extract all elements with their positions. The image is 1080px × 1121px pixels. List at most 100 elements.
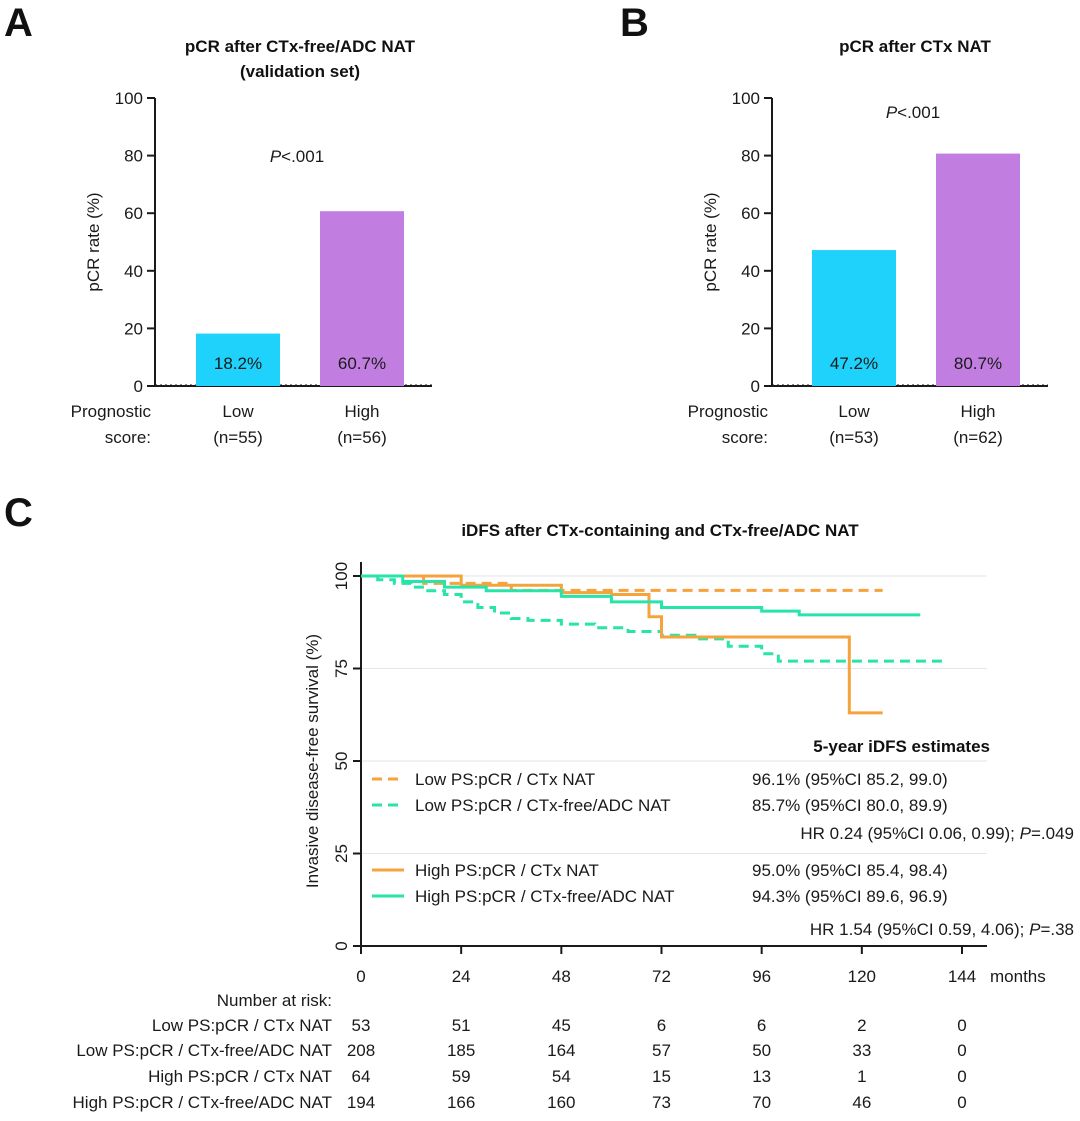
risk-table-cell: 6 (657, 1016, 666, 1035)
category-label: High (345, 402, 380, 421)
hr-p-rest: =.38 (1040, 920, 1074, 939)
bar-value-label: 60.7% (338, 354, 386, 373)
hr-p-italic: P (1029, 920, 1041, 939)
risk-table-cell: 194 (347, 1093, 375, 1112)
risk-table-cell: 166 (447, 1093, 475, 1112)
p-value-rest: <.001 (281, 147, 324, 166)
y-tick-label: 100 (732, 89, 760, 108)
hr-text: HR 1.54 (95%CI 0.59, 4.06); (810, 920, 1029, 939)
y-tick-label: 80 (741, 147, 760, 166)
panel-letter-b: B (620, 1, 649, 45)
risk-table-cell: 51 (452, 1016, 471, 1035)
legend-estimate: 85.7% (95%CI 80.0, 89.9) (752, 796, 948, 815)
y-tick-label: 0 (332, 941, 351, 950)
y-tick-label: 60 (124, 204, 143, 223)
estimates-title: 5-year iDFS estimates (813, 737, 990, 756)
p-value: P<.001 (270, 147, 324, 166)
risk-table-cell: 59 (452, 1067, 471, 1086)
bar-value-label: 47.2% (830, 354, 878, 373)
panel-c-title: iDFS after CTx-containing and CTx-free/A… (461, 521, 859, 540)
y-tick-label: 100 (332, 562, 351, 590)
risk-table-cell: 13 (752, 1067, 771, 1086)
risk-table-cell: 53 (352, 1016, 371, 1035)
hr-p-rest: =.049 (1031, 824, 1074, 843)
y-tick-label: 100 (115, 89, 143, 108)
p-value-italic: P (886, 103, 898, 122)
y-tick-label: 40 (124, 262, 143, 281)
km-curve-4 (361, 574, 921, 617)
p-value: P<.001 (886, 103, 940, 122)
panel-a-subtitle: (validation set) (240, 62, 360, 81)
x-tick-label: 48 (552, 967, 571, 986)
risk-table-row-label: Low PS:pCR / CTx-free/ADC NAT (76, 1041, 332, 1060)
legend-label: High PS:pCR / CTx NAT (415, 861, 599, 880)
risk-table-cell: 15 (652, 1067, 671, 1086)
risk-table-cell: 57 (652, 1041, 671, 1060)
bar-low (196, 333, 280, 386)
panel-letter-c: C (4, 491, 33, 535)
hazard-ratio: HR 1.54 (95%CI 0.59, 4.06); P=.38 (810, 920, 1074, 939)
y-tick-label: 40 (741, 262, 760, 281)
risk-table-cell: 50 (752, 1041, 771, 1060)
risk-table-cell: 185 (447, 1041, 475, 1060)
risk-table-cell: 64 (352, 1067, 371, 1086)
legend-estimate: 95.0% (95%CI 85.4, 98.4) (752, 861, 948, 880)
hr-p-italic: P (1020, 824, 1032, 843)
panel-b-bar-chart: 0 20 40 60 80 100 pCR rate (%) 47.2% Low (n=53) 80… (688, 89, 1048, 447)
legend-label: Low PS:pCR / CTx NAT (415, 770, 595, 789)
km-curve-1 (361, 574, 883, 592)
category-label: High (961, 402, 996, 421)
risk-table-row-label: High PS:pCR / CTx NAT (148, 1067, 332, 1086)
panel-letter-a: A (4, 1, 33, 45)
category-label: Low (222, 402, 254, 421)
bar-value-label: 80.7% (954, 354, 1002, 373)
risk-table-cell: 33 (852, 1041, 871, 1060)
risk-table-cell: 73 (652, 1093, 671, 1112)
y-tick-label: 75 (332, 659, 351, 678)
legend-estimate: 94.3% (95%CI 89.6, 96.9) (752, 887, 948, 906)
y-tick-label: 20 (124, 319, 143, 338)
y-axis-label: pCR rate (%) (84, 192, 103, 291)
legend-estimate: 96.1% (95%CI 85.2, 99.0) (752, 770, 948, 789)
risk-table-cell: 164 (547, 1041, 575, 1060)
risk-table-cell: 1 (857, 1067, 866, 1086)
p-value-italic: P (270, 147, 282, 166)
risk-table-cell: 45 (552, 1016, 571, 1035)
risk-table-cell: 54 (552, 1067, 571, 1086)
risk-table-row-label: Low PS:pCR / CTx NAT (152, 1016, 332, 1035)
y-axis-label: Invasive disease-free survival (%) (303, 634, 322, 888)
y-axis-label: pCR rate (%) (701, 192, 720, 291)
x-tick-label: 120 (848, 967, 876, 986)
risk-table-row-label: High PS:pCR / CTx-free/ADC NAT (73, 1093, 332, 1112)
panel-a-bar-chart: 0 20 40 60 80 100 pCR rate (%) 18.2% Low (n=55) 60… (71, 89, 432, 447)
legend-label: Low PS:pCR / CTx-free/ADC NAT (415, 796, 671, 815)
x-tick-label: 0 (356, 967, 365, 986)
panel-a-title: pCR after CTx-free/ADC NAT (185, 37, 416, 56)
y-tick-label: 50 (332, 752, 351, 771)
p-value-rest: <.001 (897, 103, 940, 122)
x-tick-label: 72 (652, 967, 671, 986)
x-tick-label: 144 (948, 967, 976, 986)
risk-table-cell: 0 (957, 1041, 966, 1060)
risk-table-cell: 6 (757, 1016, 766, 1035)
x-tick-label: 24 (452, 967, 471, 986)
hazard-ratio: HR 0.24 (95%CI 0.06, 0.99); P=.049 (800, 824, 1074, 843)
legend-label: High PS:pCR / CTx-free/ADC NAT (415, 887, 674, 906)
km-curve-3 (361, 574, 883, 715)
category-n-label: (n=55) (213, 428, 263, 447)
risk-table-cell: 0 (957, 1016, 966, 1035)
bar-high (936, 153, 1020, 386)
bar-value-label: 18.2% (214, 354, 262, 373)
x-axis-label: months (990, 967, 1046, 986)
x-axis-label: score: (722, 428, 768, 447)
category-n-label: (n=53) (829, 428, 879, 447)
risk-table-cell: 208 (347, 1041, 375, 1060)
risk-table-cell: 0 (957, 1067, 966, 1086)
x-tick-label: 96 (752, 967, 771, 986)
hr-text: HR 0.24 (95%CI 0.06, 0.99); (800, 824, 1019, 843)
risk-table-cell: 70 (752, 1093, 771, 1112)
risk-table-cell: 160 (547, 1093, 575, 1112)
bar-low (812, 250, 896, 386)
